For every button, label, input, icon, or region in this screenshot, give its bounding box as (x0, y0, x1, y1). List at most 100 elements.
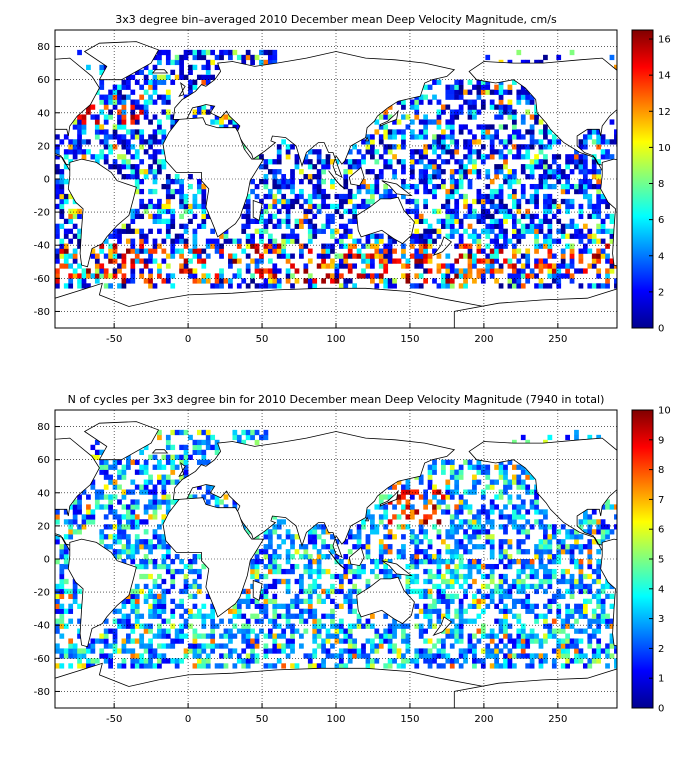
bin-cell (272, 598, 278, 604)
bin-cell (94, 258, 100, 264)
bin-cell (117, 499, 122, 505)
bin-cell (103, 114, 109, 120)
bin-cell (498, 154, 504, 160)
bin-cell (551, 559, 557, 565)
bin-cell (401, 484, 406, 490)
bin-cell (387, 188, 393, 195)
bin-cell (290, 638, 295, 644)
bin-cell (201, 429, 207, 436)
bin-cell (334, 203, 340, 210)
bin-cell (587, 559, 593, 565)
bin-cell (170, 583, 176, 590)
bin-cell (112, 89, 118, 95)
bin-cell (157, 129, 162, 135)
bin-cell (303, 544, 309, 550)
bin-cell (449, 593, 455, 600)
bin-cell (596, 653, 602, 659)
bin-cell (476, 238, 482, 244)
bin-cell (387, 114, 393, 120)
bin-cell (125, 534, 131, 540)
bin-cell (112, 549, 118, 555)
bin-cell (294, 628, 300, 634)
bin-cell (121, 228, 127, 234)
bin-cell (605, 283, 610, 289)
bin-cell (165, 494, 171, 500)
bin-cell (272, 613, 278, 619)
coastline (252, 579, 263, 602)
bin-cell (161, 149, 167, 155)
bin-cell (112, 509, 118, 515)
bin-cell (503, 164, 508, 170)
bin-cell (387, 648, 393, 654)
bin-cell (600, 519, 606, 525)
bin-cell (179, 658, 184, 664)
bin-cell (55, 154, 60, 160)
bin-cell (272, 213, 278, 220)
bin-cell (560, 628, 566, 634)
bin-cell (441, 263, 446, 269)
bin-cell (587, 618, 593, 624)
bin-cell (121, 109, 127, 115)
bin-cell (130, 213, 136, 220)
bin-cell (161, 109, 167, 115)
bin-cell (130, 663, 136, 669)
bin-cell (108, 99, 113, 105)
bin-cell (245, 263, 251, 269)
bin-cell (130, 598, 136, 604)
bin-cell (103, 643, 109, 649)
bin-cell (139, 539, 145, 545)
bin-cell (529, 213, 535, 220)
bin-cell (103, 99, 109, 105)
bin-cell (405, 638, 411, 644)
bin-cell (183, 258, 189, 264)
bin-cell (196, 568, 202, 575)
bin-cell (401, 273, 406, 279)
bin-cell (121, 549, 127, 555)
bin-cell (423, 613, 428, 619)
bin-cell (294, 159, 300, 165)
bin-cell (170, 218, 176, 224)
bin-cell (205, 49, 211, 56)
bin-cell (560, 228, 566, 234)
bin-cell (436, 109, 442, 115)
bin-cell (378, 278, 384, 284)
bin-cell (290, 144, 295, 150)
bin-cell (232, 613, 238, 619)
bin-cell (103, 628, 109, 634)
bin-cell (534, 109, 539, 115)
bin-cell (543, 144, 548, 150)
bin-cell (511, 514, 517, 520)
coastline (83, 41, 160, 81)
bin-cell (432, 208, 437, 215)
bin-cell (463, 459, 468, 465)
bin-cell (125, 159, 131, 165)
bin-cell (543, 603, 548, 609)
bin-cell (130, 514, 136, 520)
bin-cell (378, 114, 384, 120)
bin-cell (414, 218, 420, 224)
bin-cell (77, 633, 82, 639)
bin-cell (472, 598, 477, 604)
bin-cell (591, 633, 597, 639)
bin-cell (387, 534, 393, 540)
bin-cell (454, 89, 460, 95)
bin-cell (205, 484, 211, 490)
bin-cell (312, 618, 318, 624)
bin-cell (117, 164, 122, 170)
bin-cell (99, 534, 105, 540)
bin-cell (547, 573, 553, 580)
bin-cell (179, 198, 184, 205)
bin-cell (591, 608, 597, 614)
bin-cell (520, 84, 526, 90)
bin-cell (427, 233, 433, 239)
bin-cell (196, 484, 202, 490)
bin-cell (165, 89, 171, 95)
bin-cell (55, 228, 60, 234)
bin-cell (463, 228, 468, 234)
coastline (616, 51, 617, 52)
bin-cell (454, 524, 460, 530)
bin-cell (494, 479, 499, 485)
bin-cell (387, 638, 393, 644)
bin-cell (161, 464, 167, 470)
bin-cell (516, 653, 522, 659)
